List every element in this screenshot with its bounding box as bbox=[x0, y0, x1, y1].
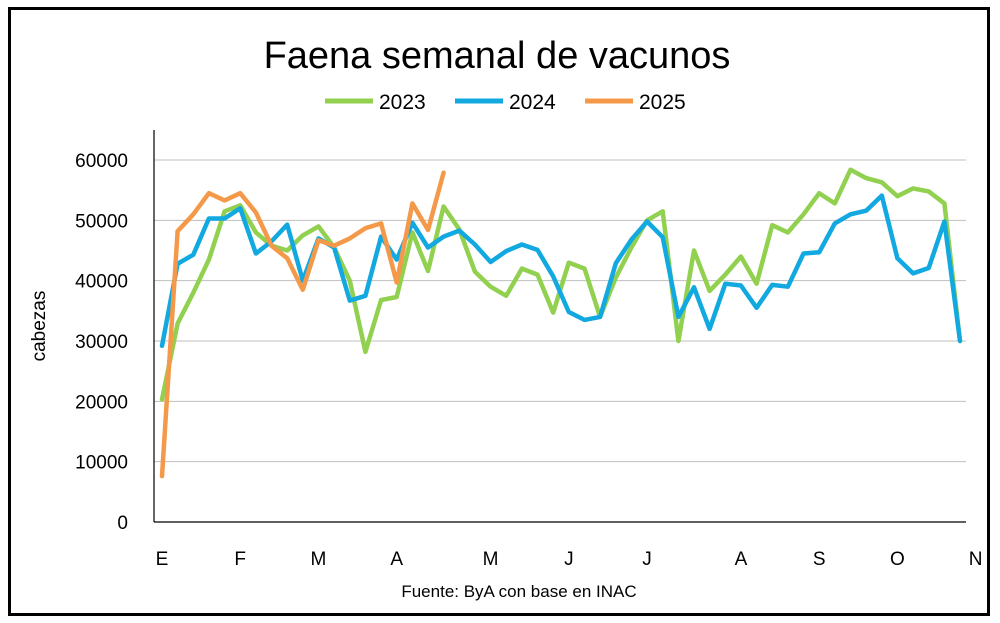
x-tick-label: J bbox=[564, 549, 574, 570]
x-tick-label: M bbox=[483, 549, 499, 570]
x-tick-label: J bbox=[642, 549, 652, 570]
y-axis-ticks: 0 10000 20000 30000 40000 50000 60000 bbox=[75, 151, 128, 534]
series-line-2023 bbox=[159, 167, 963, 402]
legend-label-2024: 2024 bbox=[509, 91, 556, 114]
series-lines bbox=[159, 167, 963, 479]
x-tick-label: M bbox=[311, 549, 327, 570]
y-tick-label: 20000 bbox=[75, 392, 128, 413]
series-line-2024 bbox=[159, 193, 963, 349]
x-tick-label: E bbox=[156, 549, 169, 570]
x-tick-label: A bbox=[735, 549, 748, 570]
series-line-2025 bbox=[159, 170, 446, 479]
legend-label-2025: 2025 bbox=[639, 91, 686, 114]
x-axis-ticks: EFMAMJJASOND bbox=[156, 549, 983, 570]
y-tick-label: 50000 bbox=[75, 211, 128, 232]
y-tick-label: 0 bbox=[117, 513, 128, 534]
y-tick-label: 30000 bbox=[75, 332, 128, 353]
y-tick-label: 60000 bbox=[75, 151, 128, 172]
chart-title: Faena semanal de vacunos bbox=[264, 35, 731, 77]
legend-label-2023: 2023 bbox=[379, 91, 426, 114]
y-axis-label: cabezas bbox=[29, 291, 50, 362]
x-tick-label: N bbox=[969, 549, 983, 570]
y-tick-label: 40000 bbox=[75, 272, 128, 293]
legend: 2023 2024 2025 bbox=[325, 91, 686, 114]
x-tick-label: A bbox=[390, 549, 403, 570]
x-tick-label: F bbox=[234, 549, 246, 570]
x-tick-label: O bbox=[890, 549, 905, 570]
x-tick-label: S bbox=[813, 549, 826, 570]
gridlines bbox=[154, 159, 966, 463]
y-tick-label: 10000 bbox=[75, 453, 128, 474]
source-note: Fuente: ByA con base en INAC bbox=[401, 582, 636, 601]
